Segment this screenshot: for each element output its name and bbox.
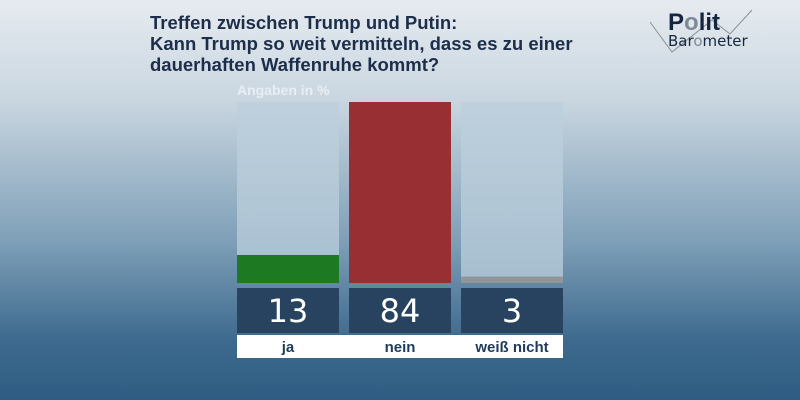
bar-track (237, 102, 339, 283)
politbarometer-logo: Polit Barometer (649, 9, 753, 53)
value-box (461, 288, 563, 333)
value-box (349, 288, 451, 333)
bar-track (461, 102, 563, 283)
bar (461, 276, 563, 283)
title-line-3: dauerhaften Waffenruhe kommt? (150, 54, 440, 75)
svg-text:Barometer: Barometer (668, 32, 748, 50)
value-box (237, 288, 339, 333)
label-strip (237, 335, 563, 358)
chart-title: Treffen zwischen Trump und Putin: Kann T… (150, 12, 573, 75)
bar (237, 254, 339, 283)
category-label: ja (281, 339, 295, 356)
category-label: weiß nicht (474, 339, 548, 356)
svg-text:Polit: Polit (668, 9, 720, 36)
bar (349, 102, 451, 283)
title-line-1: Treffen zwischen Trump und Putin: (150, 12, 458, 33)
value-label: 3 (502, 292, 522, 330)
unit-label: Angaben in % (237, 82, 330, 98)
value-label: 84 (380, 292, 421, 330)
value-label: 13 (268, 292, 309, 330)
title-line-2: Kann Trump so weit vermitteln, dass es z… (150, 33, 573, 54)
category-label: nein (385, 339, 416, 356)
